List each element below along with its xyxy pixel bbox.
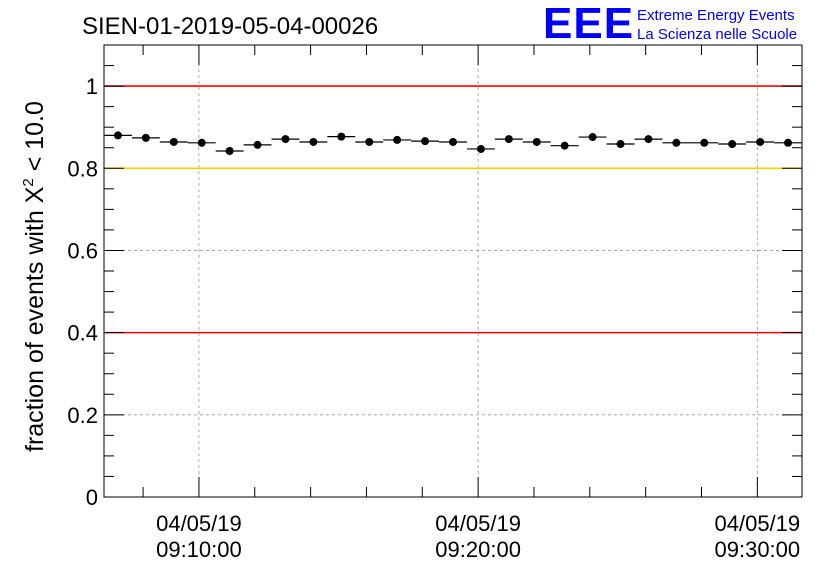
data-point — [746, 137, 775, 146]
point-marker — [141, 133, 150, 142]
data-point — [271, 135, 300, 144]
point-marker — [197, 138, 206, 147]
point-marker — [393, 135, 402, 144]
plot-frame — [103, 44, 803, 498]
data-point — [634, 135, 663, 144]
x-tick-label-time: 09:30:00 — [715, 537, 801, 562]
y-tick-label: 0 — [86, 485, 98, 510]
point-marker — [421, 137, 430, 146]
point-marker — [365, 137, 374, 146]
point-marker — [644, 135, 653, 144]
grid — [104, 45, 802, 497]
point-marker — [560, 141, 569, 150]
data-point — [159, 137, 188, 146]
point-marker — [728, 140, 737, 149]
data-point — [690, 138, 719, 147]
point-marker — [504, 135, 513, 144]
eee-logo: EEE Extreme Energy Events La Scienza nel… — [543, 0, 797, 48]
data-point — [550, 141, 579, 150]
point-marker — [616, 140, 625, 149]
data-point — [355, 137, 384, 146]
point-marker — [784, 138, 793, 147]
y-tick-label: 1 — [86, 74, 98, 99]
y-tick-label: 0.2 — [67, 403, 98, 428]
reference-lines — [104, 85, 802, 334]
x-tick-label-time: 09:10:00 — [156, 537, 242, 562]
point-marker — [337, 132, 346, 141]
axis-ticks — [104, 45, 802, 498]
point-marker — [449, 137, 457, 146]
y-tick-label: 0.6 — [67, 238, 98, 263]
data-point — [774, 138, 802, 147]
y-tick-label: 0.8 — [67, 156, 98, 181]
data-point — [606, 140, 635, 149]
point-marker — [309, 137, 318, 146]
x-tick-label-time: 09:20:00 — [435, 537, 521, 562]
data-points — [104, 131, 802, 156]
point-marker — [672, 138, 681, 147]
point-marker — [756, 137, 765, 146]
data-point — [327, 132, 356, 141]
point-marker — [113, 131, 122, 140]
logo-line-1: Extreme Energy Events — [637, 7, 795, 24]
data-point — [466, 144, 495, 153]
point-marker — [588, 133, 597, 142]
point-marker — [253, 140, 262, 149]
data-point — [299, 137, 328, 146]
data-point — [411, 137, 440, 146]
point-marker — [476, 144, 485, 153]
x-tick-label-date: 04/05/19 — [156, 511, 242, 536]
data-point — [243, 140, 272, 149]
data-point — [494, 135, 523, 144]
chart-title: SIEN-01-2019-05-04-00026 — [82, 13, 378, 40]
data-point — [522, 137, 551, 146]
point-marker — [169, 137, 178, 146]
data-point — [662, 138, 691, 147]
data-point — [215, 147, 244, 156]
x-tick-label-date: 04/05/19 — [715, 511, 801, 536]
data-point — [131, 133, 160, 142]
point-marker — [225, 147, 234, 156]
point-marker — [700, 138, 709, 147]
data-point — [578, 133, 607, 142]
point-marker — [532, 137, 541, 146]
data-point — [104, 131, 132, 140]
data-point — [187, 138, 216, 147]
data-point — [439, 137, 467, 146]
data-point — [718, 140, 747, 149]
x-tick-label-date: 04/05/19 — [435, 511, 521, 536]
y-axis-label: fraction of events with X2 < 10.0 — [20, 101, 49, 452]
y-tick-label: 0.4 — [67, 321, 98, 346]
logo-line-2: La Scienza nelle Scuole — [637, 26, 797, 43]
data-point — [383, 135, 412, 144]
eee-logo-mark: EEE — [543, 0, 634, 48]
point-marker — [281, 135, 290, 144]
